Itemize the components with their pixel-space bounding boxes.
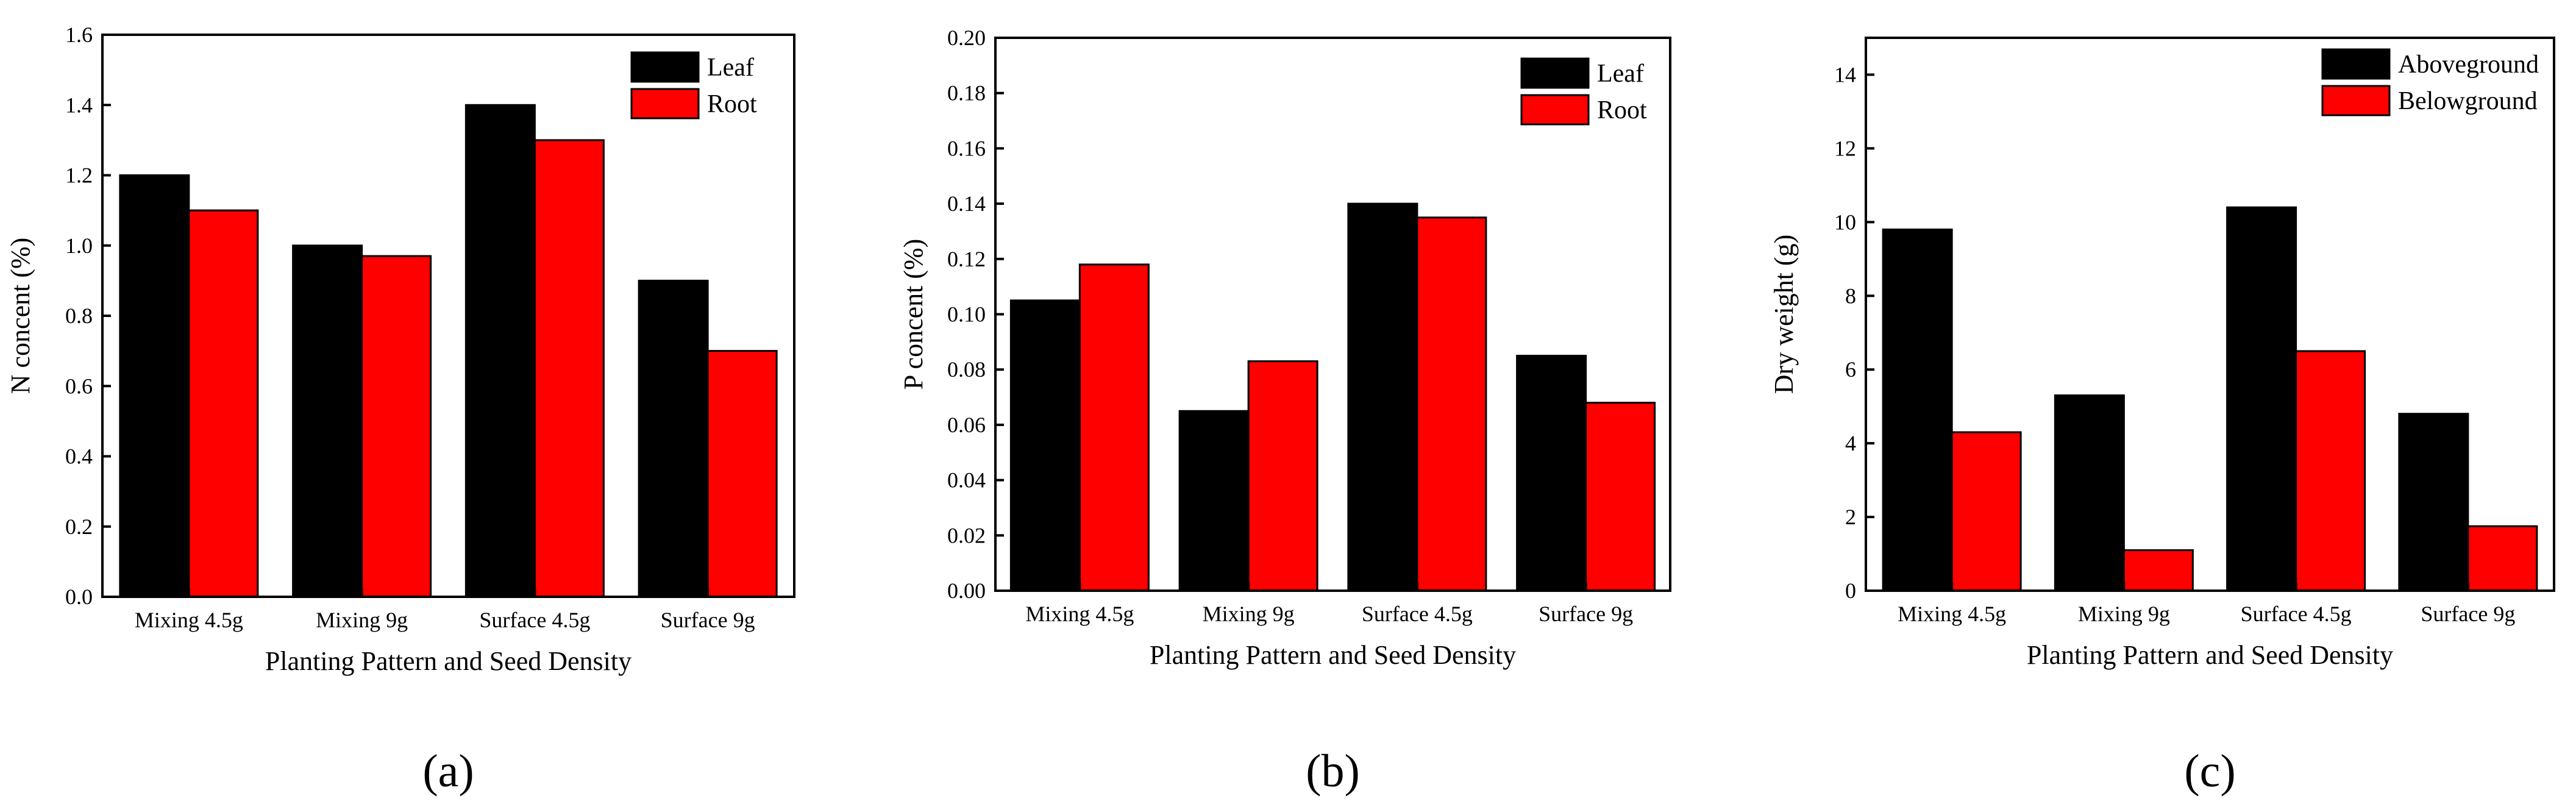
legend-swatch-root (1520, 94, 1590, 126)
legend-label-belowground: Belowground (2398, 87, 2538, 115)
y-tick-label: 4 (1845, 431, 1856, 455)
x-tick-label: Surface 9g (1539, 602, 1633, 626)
y-tick-label: 14 (1834, 62, 1856, 87)
x-tick-label: Mixing 9g (1203, 602, 1295, 626)
bar-root-2 (361, 255, 432, 598)
x-tick-label: Mixing 4.5g (1898, 602, 2006, 626)
x-axis-title: Planting Pattern and Seed Density (2027, 640, 2393, 670)
legend-swatch-leaf (1520, 57, 1590, 89)
plot-frame (1865, 37, 2555, 592)
y-tick-label: 0.18 (947, 81, 986, 105)
x-tick-label: Surface 4.5g (1362, 602, 1473, 626)
legend-label-aboveground: Aboveground (2398, 51, 2539, 79)
x-axis-title: Planting Pattern and Seed Density (1150, 640, 1516, 670)
x-tick-label: Mixing 9g (2078, 602, 2170, 626)
bar-belowground-4 (2467, 525, 2538, 592)
bar-leaf-4 (638, 279, 709, 598)
y-axis-title: P concent (%) (898, 239, 928, 390)
x-axis-title: Planting Pattern and Seed Density (265, 646, 632, 676)
bar-leaf-3 (1347, 202, 1418, 592)
y-tick-label: 8 (1845, 283, 1856, 308)
x-tick-label: Mixing 4.5g (135, 608, 243, 632)
bar-root-3 (533, 139, 605, 598)
y-tick-label: 0.02 (947, 523, 986, 547)
bar-aboveground-4 (2398, 413, 2469, 592)
y-tick-label: 0.0 (65, 585, 93, 609)
x-tick-label: Mixing 4.5g (1025, 602, 1134, 626)
bar-root-4 (706, 350, 778, 598)
y-tick-label: 0.16 (947, 136, 986, 160)
chart-panel-3: 0 2 4 6 8 10 12 14 Mixing 4.5g Mixing 9g Surface 4… (1769, 37, 2555, 797)
chart-panel-2: 0.00 0.02 0.04 0.06 0.08 0.10 0.12 0.14 0.16 0.18… (898, 26, 1671, 797)
y-tick-label: 0 (1845, 579, 1856, 603)
bar-leaf-2 (1178, 410, 1250, 592)
x-tick-label: Surface 9g (661, 608, 755, 632)
bar-root-3 (1416, 216, 1487, 592)
bar-root-1 (188, 209, 259, 598)
bar-aboveground-1 (1882, 228, 1953, 592)
y-tick-label: 0.2 (65, 515, 93, 539)
legend-label-root: Root (1597, 96, 1647, 124)
bar-leaf-1 (1009, 299, 1081, 592)
legend-swatch-root (630, 88, 700, 119)
y-tick-label: 12 (1834, 136, 1856, 160)
y-tick-label: 1.0 (65, 233, 93, 258)
y-tick-label: 0.4 (65, 444, 93, 469)
bar-leaf-4 (1516, 355, 1587, 592)
y-tick-label: 0.04 (947, 468, 986, 493)
y-tick-label: 0.20 (947, 26, 986, 50)
bar-root-4 (1585, 402, 1656, 592)
bar-belowground-1 (1951, 431, 2022, 592)
y-tick-label: 0.12 (947, 247, 986, 271)
y-tick-label: 1.4 (65, 93, 93, 117)
y-axis-title: Dry weight (g) (1769, 235, 1799, 394)
x-tick-label: Surface 9g (2421, 602, 2515, 626)
legend-label-leaf: Leaf (1597, 60, 1644, 88)
legend-label-leaf: Leaf (707, 54, 754, 82)
legend-label-root: Root (707, 90, 757, 118)
y-tick-label: 1.6 (65, 23, 93, 47)
y-tick-label: 2 (1845, 505, 1856, 529)
x-tick-label: Surface 4.5g (479, 608, 590, 632)
bar-belowground-3 (2295, 350, 2366, 592)
bar-aboveground-3 (2226, 206, 2297, 592)
panel-caption: (b) (1306, 746, 1360, 797)
legend-swatch-leaf (630, 51, 700, 83)
y-tick-label: 0.14 (947, 191, 986, 216)
x-tick-label: Mixing 9g (316, 608, 408, 632)
bar-leaf-2 (292, 244, 363, 598)
y-tick-label: 1.2 (65, 163, 93, 188)
bar-leaf-3 (464, 104, 536, 598)
legend-swatch-belowground (2321, 85, 2391, 116)
bar-aboveground-2 (2054, 394, 2125, 592)
bar-leaf-1 (119, 174, 190, 598)
y-tick-label: 10 (1834, 210, 1856, 234)
y-tick-label: 6 (1845, 357, 1856, 382)
panel-caption: (a) (422, 746, 474, 797)
y-tick-label: 0.8 (65, 304, 93, 328)
y-tick-label: 0.10 (947, 302, 986, 327)
x-tick-label: Surface 4.5g (2241, 602, 2352, 626)
legend-swatch-aboveground (2321, 48, 2391, 80)
y-tick-label: 0.00 (947, 579, 986, 603)
y-axis-title: N concent (%) (5, 238, 35, 394)
chart-panel-1: 0.0 0.2 0.4 0.6 0.8 1.0 1.2 1.4 1.6 Mixing 4.5g Mi… (5, 23, 795, 797)
panel-caption: (c) (2184, 746, 2235, 797)
bar-root-1 (1078, 263, 1150, 592)
bar-root-2 (1247, 360, 1318, 592)
y-tick-label: 0.6 (65, 374, 93, 398)
bar-belowground-2 (2122, 549, 2194, 592)
y-tick-label: 0.06 (947, 413, 986, 437)
y-tick-label: 0.08 (947, 357, 986, 382)
